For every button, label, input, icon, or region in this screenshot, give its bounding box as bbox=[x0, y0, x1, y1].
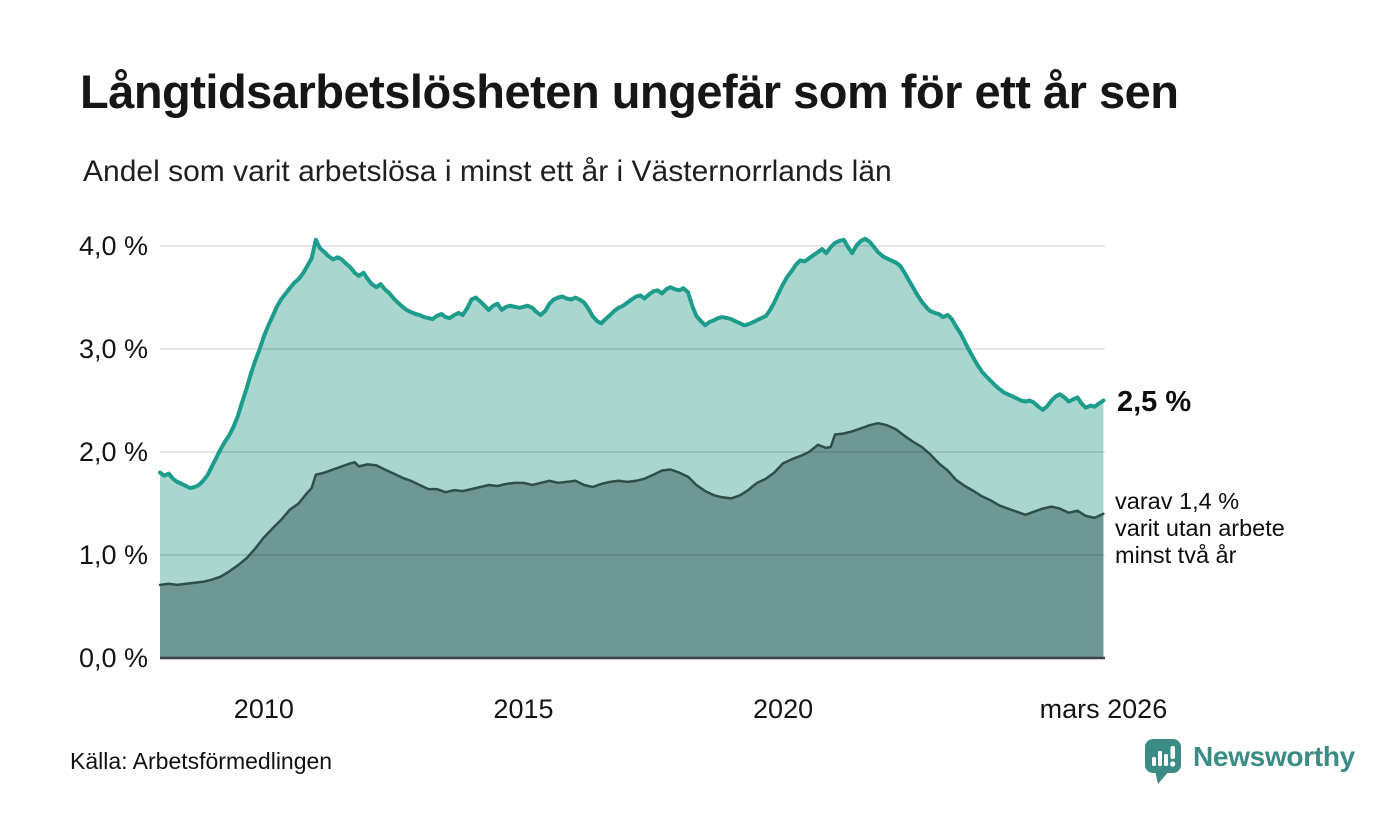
annotation-line: varit utan arbete bbox=[1115, 515, 1285, 541]
annotation-line: minst två år bbox=[1115, 542, 1237, 568]
x-axis-tick-label: 2015 bbox=[493, 694, 553, 724]
page-title: Långtidsarbetslösheten ungefär som för e… bbox=[80, 65, 1179, 118]
series-end-label-total: 2,5 % bbox=[1117, 386, 1192, 418]
source-credit: Källa: Arbetsförmedlingen bbox=[70, 748, 333, 774]
newsworthy-bubble-icon bbox=[1145, 739, 1181, 784]
annotation-line: varav 1,4 % bbox=[1115, 488, 1240, 514]
x-axis-tick-label: 2010 bbox=[234, 694, 294, 724]
y-axis-tick-label: 0,0 % bbox=[79, 643, 148, 673]
x-axis-tick-label: 2020 bbox=[753, 694, 813, 724]
y-axis-tick-label: 3,0 % bbox=[79, 334, 148, 364]
y-axis-tick-label: 4,0 % bbox=[79, 231, 148, 261]
newsworthy-logo: Newsworthy bbox=[1144, 738, 1355, 785]
area-fill-at-least-two-years bbox=[160, 423, 1104, 658]
line-at-least-two-years bbox=[158, 421, 1105, 587]
y-axis-tick-label: 1,0 % bbox=[79, 540, 148, 570]
series-end-label-two-years: varav 1,4 % varit utan arbete minst två … bbox=[1115, 488, 1285, 569]
line-at-least-one-year bbox=[158, 236, 1106, 491]
newsworthy-logo-text: Newsworthy bbox=[1193, 741, 1355, 772]
y-axis-tick-label: 2,0 % bbox=[79, 437, 148, 467]
x-axis-tick-label: mars 2026 bbox=[1040, 694, 1168, 724]
page-subtitle: Andel som varit arbetslösa i minst ett å… bbox=[83, 155, 892, 188]
